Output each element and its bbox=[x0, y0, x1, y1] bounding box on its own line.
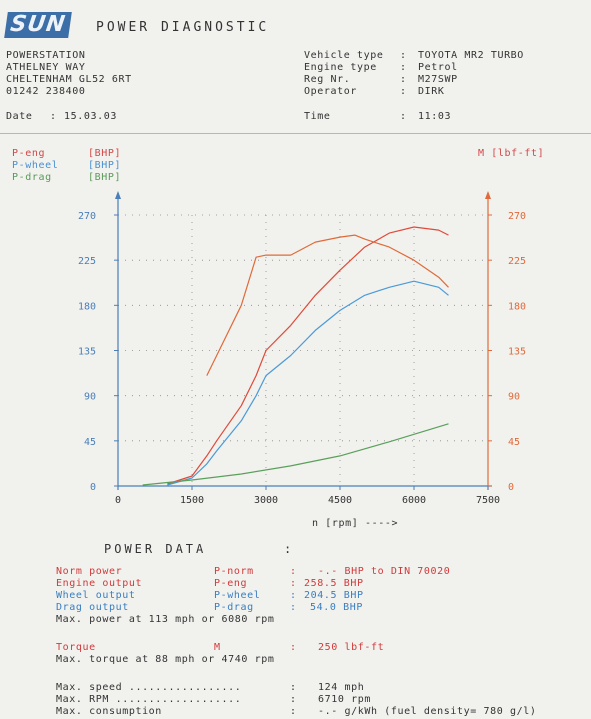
y-tick-label-left: 135 bbox=[78, 347, 96, 358]
wheel-output-value: 204.5 BHP bbox=[304, 590, 364, 601]
y-tick-label-right: 90 bbox=[508, 392, 520, 403]
y-tick-label-right: 225 bbox=[508, 256, 526, 267]
drag-output-symbol: P-drag bbox=[214, 602, 254, 613]
norm-power-label: Norm power bbox=[56, 566, 123, 577]
norm-power-symbol: P-norm bbox=[214, 566, 254, 577]
date-value: 15.03.03 bbox=[64, 111, 117, 122]
company-street: ATHELNEY WAY bbox=[6, 62, 86, 73]
max-consumption-label: Max. consumption bbox=[56, 706, 162, 717]
y-axis-right-arrow bbox=[485, 191, 491, 199]
vehicle-type-value: TOYOTA MR2 TURBO bbox=[418, 50, 524, 61]
legend-p-drag-unit: [BHP] bbox=[88, 172, 122, 183]
company-phone: 01242 238400 bbox=[6, 86, 86, 97]
engine-output-symbol: P-eng bbox=[214, 578, 248, 589]
torque-symbol: M bbox=[214, 642, 221, 653]
x-tick-label: 7500 bbox=[476, 495, 500, 506]
time-label: Time bbox=[304, 111, 331, 122]
max-torque-line: Max. torque at 88 mph or 4740 rpm bbox=[56, 654, 275, 665]
page-title: POWER DIAGNOSTIC bbox=[96, 20, 270, 35]
y-tick-label-left: 90 bbox=[84, 392, 96, 403]
engine-type-label: Engine type bbox=[304, 62, 377, 73]
legend-torque: M [lbf-ft] bbox=[478, 148, 545, 159]
drag-output-label: Drag output bbox=[56, 602, 129, 613]
power-data-heading: POWER DATA bbox=[104, 542, 207, 556]
max-rpm-value: 6710 rpm bbox=[318, 694, 371, 705]
legend-p-wheel-unit: [BHP] bbox=[88, 160, 122, 171]
max-power-line: Max. power at 113 mph or 6080 rpm bbox=[56, 614, 275, 625]
legend-p-eng: P-eng bbox=[12, 148, 46, 159]
norm-power-value: -.- BHP to DIN 70020 bbox=[318, 566, 451, 577]
vehicle-type-label: Vehicle type bbox=[304, 50, 384, 61]
series-line-torque bbox=[206, 234, 449, 376]
reg-value: M27SWP bbox=[418, 74, 458, 85]
engine-output-label: Engine output bbox=[56, 578, 143, 589]
operator-value: DIRK bbox=[418, 86, 445, 97]
x-tick-label: 4500 bbox=[328, 495, 352, 506]
y-tick-label-left: 45 bbox=[84, 437, 96, 448]
legend-p-drag: P-drag bbox=[12, 172, 52, 183]
y-tick-label-left: 180 bbox=[78, 301, 96, 312]
y-axis-left-arrow bbox=[115, 191, 121, 199]
company-city: CHELTENHAM GL52 6RT bbox=[6, 74, 132, 85]
company-name: POWERSTATION bbox=[6, 50, 86, 61]
x-tick-label: 0 bbox=[115, 495, 121, 506]
date-label: Date bbox=[6, 111, 33, 122]
y-tick-label-left: 225 bbox=[78, 256, 96, 267]
y-tick-label-left: 0 bbox=[90, 482, 96, 493]
x-tick-label: 6000 bbox=[402, 495, 426, 506]
y-tick-label-right: 135 bbox=[508, 347, 526, 358]
max-speed-value: 124 mph bbox=[318, 682, 365, 693]
legend-p-eng-unit: [BHP] bbox=[88, 148, 122, 159]
max-consumption-value: -.- g/kWh (fuel density= 780 g/l) bbox=[318, 706, 537, 717]
series-line-p-wheel bbox=[167, 280, 449, 486]
x-tick-label: 1500 bbox=[180, 495, 204, 506]
engine-output-value: 258.5 BHP bbox=[304, 578, 364, 589]
max-rpm-label: Max. RPM ................... bbox=[56, 694, 242, 705]
engine-type-value: Petrol bbox=[418, 62, 458, 73]
max-speed-label: Max. speed ................. bbox=[56, 682, 242, 693]
operator-label: Operator bbox=[304, 86, 357, 97]
wheel-output-symbol: P-wheel bbox=[214, 590, 261, 601]
y-tick-label-right: 270 bbox=[508, 211, 526, 222]
x-axis-label: n [rpm] ----> bbox=[312, 518, 399, 529]
legend-p-wheel: P-wheel bbox=[12, 160, 59, 171]
y-tick-label-right: 45 bbox=[508, 437, 520, 448]
header-divider bbox=[0, 133, 591, 134]
reg-label: Reg Nr. bbox=[304, 74, 351, 85]
drag-output-value: 54.0 BHP bbox=[310, 602, 363, 613]
y-tick-label-left: 270 bbox=[78, 211, 96, 222]
torque-value: 250 lbf-ft bbox=[318, 642, 385, 653]
wheel-output-label: Wheel output bbox=[56, 590, 136, 601]
y-tick-label-right: 180 bbox=[508, 301, 526, 312]
x-tick-label: 3000 bbox=[254, 495, 278, 506]
series-line-p-eng bbox=[167, 226, 449, 485]
series-line-p-drag bbox=[142, 423, 449, 486]
time-value: 11:03 bbox=[418, 111, 452, 122]
torque-label: Torque bbox=[56, 642, 96, 653]
y-tick-label-right: 0 bbox=[508, 482, 514, 493]
